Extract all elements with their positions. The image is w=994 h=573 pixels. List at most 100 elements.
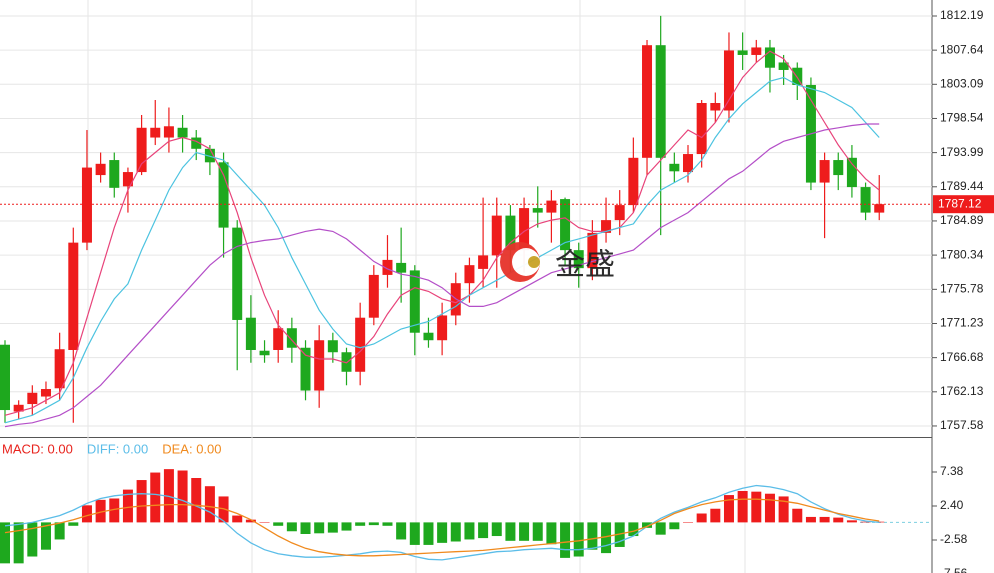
macd-bar: [587, 522, 598, 550]
candle-body: [327, 340, 338, 353]
macd-bar: [669, 522, 680, 530]
macd-bar: [833, 517, 844, 523]
macd-bar: [464, 522, 475, 540]
macd-bar: [532, 522, 543, 541]
macd-bar: [628, 522, 639, 537]
candle-body: [423, 332, 434, 341]
candle-body: [860, 187, 871, 213]
macd-bar: [40, 522, 51, 550]
candle-body: [382, 259, 393, 275]
macd-bar: [723, 495, 734, 523]
moving-average-line: [4, 50, 880, 416]
candle-body: [191, 137, 202, 149]
candle-body: [669, 163, 680, 172]
candle-body: [286, 328, 297, 348]
macd-bar: [368, 522, 379, 526]
macd-bar: [614, 522, 625, 547]
candle-body: [587, 232, 598, 269]
macd-bar: [860, 521, 871, 523]
macd-bar: [409, 522, 420, 545]
candle-body: [519, 208, 530, 251]
candle-body: [163, 126, 174, 138]
candle-body: [696, 103, 707, 155]
candle-body: [546, 200, 557, 213]
y-tick-label: 1771.23: [940, 316, 984, 330]
candle-body: [764, 47, 775, 68]
candle-body: [723, 50, 734, 111]
moving-average-line: [4, 76, 880, 424]
macd-bar: [150, 472, 161, 523]
watermark: 金盛: [500, 242, 615, 283]
candle-body: [655, 45, 666, 158]
legend-entry: DIFF: 0.00: [87, 441, 148, 456]
y-tick-label: -7.56: [940, 566, 968, 573]
y-tick-label: 2.40: [940, 498, 964, 512]
macd-bar: [601, 522, 612, 554]
macd-bar: [300, 522, 311, 534]
candle-body: [505, 215, 516, 251]
macd-bar: [314, 522, 325, 534]
y-tick-label: 1780.34: [940, 247, 984, 261]
candle-body: [792, 67, 803, 85]
candle-body: [300, 347, 311, 391]
candle-body: [614, 205, 625, 221]
candle-body: [122, 172, 133, 187]
candle-body: [819, 160, 830, 183]
candle-body: [737, 50, 748, 55]
candle-body: [150, 127, 161, 138]
y-tick-label: 1789.44: [940, 179, 984, 193]
macd-bar: [683, 522, 693, 523]
macd-bar: [204, 486, 215, 523]
legend-entry: DEA: 0.00: [162, 441, 221, 456]
macd-bar: [232, 515, 243, 523]
candle-body: [846, 157, 857, 188]
y-tick-label: 1775.78: [940, 282, 984, 296]
candle-body: [177, 127, 188, 138]
candle-body: [355, 317, 366, 372]
logo-dot: [528, 256, 540, 268]
macd-bar: [136, 480, 147, 523]
candle-body: [396, 262, 407, 273]
candle-body: [81, 167, 92, 243]
candle-body: [601, 220, 612, 233]
candle-body: [218, 162, 229, 228]
candle-body: [710, 103, 721, 111]
candle-body: [232, 227, 243, 320]
y-tick-label: 1784.89: [940, 213, 984, 227]
macd-line: [4, 484, 880, 561]
candle-body: [751, 47, 762, 55]
macd-bar: [191, 478, 202, 523]
macd-bar: [519, 522, 530, 541]
macd-bar: [710, 508, 721, 523]
candle-body: [0, 344, 10, 411]
y-tick-label: -2.58: [940, 532, 968, 546]
candle-body: [13, 404, 24, 412]
macd-bar: [177, 470, 188, 523]
candle-body: [40, 389, 51, 397]
macd-bar: [819, 516, 830, 523]
candle-body: [628, 157, 639, 206]
macd-bar: [81, 505, 92, 523]
macd-bar: [95, 499, 106, 523]
macd-bar: [655, 522, 666, 535]
macd-bar: [642, 522, 653, 528]
candle-body: [478, 255, 489, 269]
candle-body: [314, 340, 325, 391]
macd-bar: [560, 522, 571, 558]
candle-body: [437, 315, 448, 341]
macd-line: [4, 498, 880, 557]
macd-bar: [505, 522, 516, 541]
macd-bar: [259, 522, 270, 523]
macd-bar: [0, 522, 10, 564]
legend-entry: MACD: 0.00: [2, 441, 73, 456]
candle-body: [409, 270, 420, 333]
candle-body: [833, 160, 844, 176]
candle-body: [68, 242, 79, 350]
macd-bar: [491, 522, 502, 537]
macd-bar: [696, 513, 707, 523]
macd-bar: [109, 498, 120, 523]
candle-body: [136, 127, 147, 173]
candle-body: [341, 352, 352, 372]
candle-body: [683, 154, 693, 173]
